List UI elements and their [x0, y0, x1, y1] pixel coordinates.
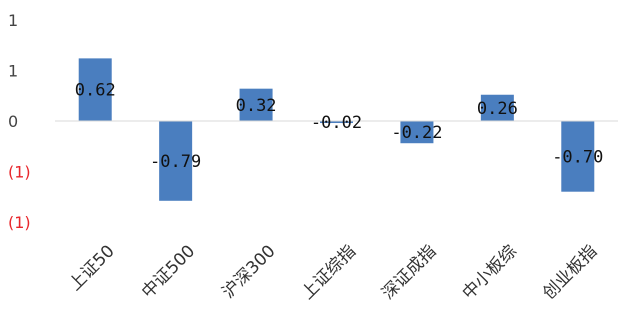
category-label: 上证50: [65, 241, 118, 294]
category-label: 深证成指: [378, 241, 440, 303]
y-tick-label: (1): [8, 213, 31, 232]
bar-6: [561, 121, 595, 192]
data-label: 0.62: [75, 81, 116, 101]
bar-3: [320, 121, 353, 124]
category-label: 沪深300: [218, 241, 279, 302]
y-tick-label: 1: [8, 11, 18, 30]
data-label: -0.70: [552, 147, 603, 167]
y-tick-label: 1: [8, 62, 18, 81]
y-tick-label: 0: [8, 112, 18, 131]
category-label: 中证500: [138, 241, 199, 302]
data-label: -0.02: [311, 113, 362, 133]
data-label: 0.32: [236, 96, 277, 116]
bar-4: [400, 121, 434, 144]
category-label: 上证综指: [298, 241, 360, 303]
data-label: -0.79: [150, 152, 201, 172]
data-label: 0.26: [477, 99, 518, 119]
data-label: -0.22: [391, 123, 442, 143]
bar-2: [239, 88, 273, 121]
bar-0: [78, 58, 112, 121]
category-label: 创业板指: [539, 241, 601, 303]
bar-5: [480, 94, 514, 121]
y-tick-label: (1): [8, 163, 31, 182]
bar-1: [159, 121, 193, 201]
category-label: 中小板综: [459, 241, 521, 303]
